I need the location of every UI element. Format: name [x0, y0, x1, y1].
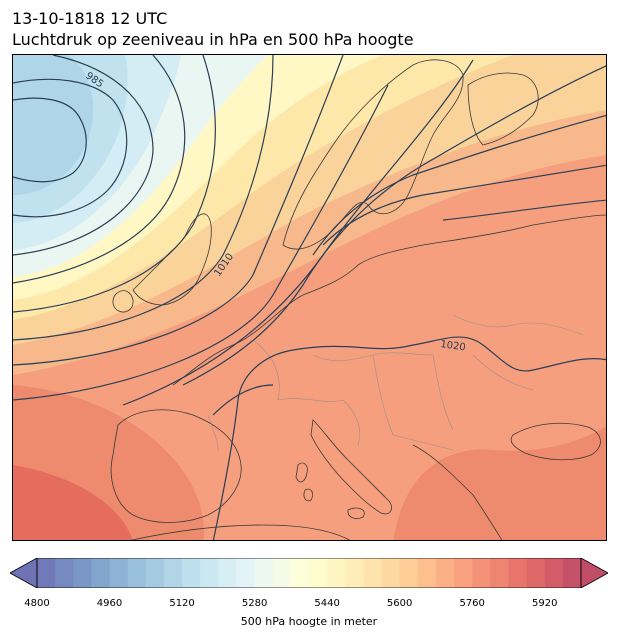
colorbar-cell [236, 558, 256, 588]
colorbar-cell [254, 558, 274, 588]
colorbar-cell [145, 558, 165, 588]
colorbar-min-extension [10, 558, 37, 588]
map-title-description: Luchtdruk op zeeniveau in hPa en 500 hPa… [12, 30, 414, 49]
colorbar-cell [37, 558, 56, 588]
colorbar-cell [526, 558, 546, 588]
coastlines [110, 59, 606, 540]
colorbar-tick-label: 5760 [459, 598, 485, 609]
isobars [13, 55, 606, 540]
colorbar-cell [327, 558, 346, 588]
colorbar-cell [490, 558, 509, 588]
colorbar-tick-label: 5280 [241, 598, 268, 609]
height-field-bands [13, 55, 606, 540]
colorbar-cell [182, 558, 201, 588]
weather-map: 985 1010 1020 [12, 54, 607, 541]
colorbar-tick-label: 4960 [96, 598, 123, 609]
colorbar-cell [381, 558, 401, 588]
colorbar-cell [472, 558, 491, 588]
colorbar-cell [163, 558, 183, 588]
colorbar-tick-label: 5120 [169, 598, 195, 609]
country-borders [207, 314, 584, 451]
colorbar-cell [272, 558, 292, 588]
colorbar-cell [363, 558, 383, 588]
colorbar-cell [544, 558, 564, 588]
colorbar-tick-label: 5600 [386, 598, 413, 609]
colorbar [10, 558, 608, 588]
colorbar-cell [417, 558, 437, 588]
map-title-datetime: 13-10-1818 12 UTC [12, 9, 168, 28]
colorbar-cell [399, 558, 419, 588]
colorbar-cell [562, 558, 582, 588]
colorbar-cell [127, 558, 147, 588]
colorbar-cell [290, 558, 310, 588]
colorbar-max-extension [581, 558, 608, 588]
colorbar-label: 500 hPa hoogte in meter [240, 615, 378, 628]
colorbar-cell [218, 558, 237, 588]
colorbar-cell [345, 558, 364, 588]
colorbar-tick-label: 4800 [24, 598, 50, 609]
colorbar-cell [309, 558, 328, 588]
colorbar-cell [55, 558, 74, 588]
colorbar-cell [109, 558, 129, 588]
isobar-label-1020: 1020 [440, 339, 467, 353]
colorbar-cell [435, 558, 455, 588]
colorbar-cell [454, 558, 473, 588]
colorbar-cell [508, 558, 528, 588]
colorbar-tick-label: 5440 [314, 598, 340, 609]
colorbar-cell [73, 558, 92, 588]
colorbar-cell [200, 558, 219, 588]
colorbar-tick-label: 5920 [531, 598, 558, 609]
colorbar-cell [91, 558, 111, 588]
